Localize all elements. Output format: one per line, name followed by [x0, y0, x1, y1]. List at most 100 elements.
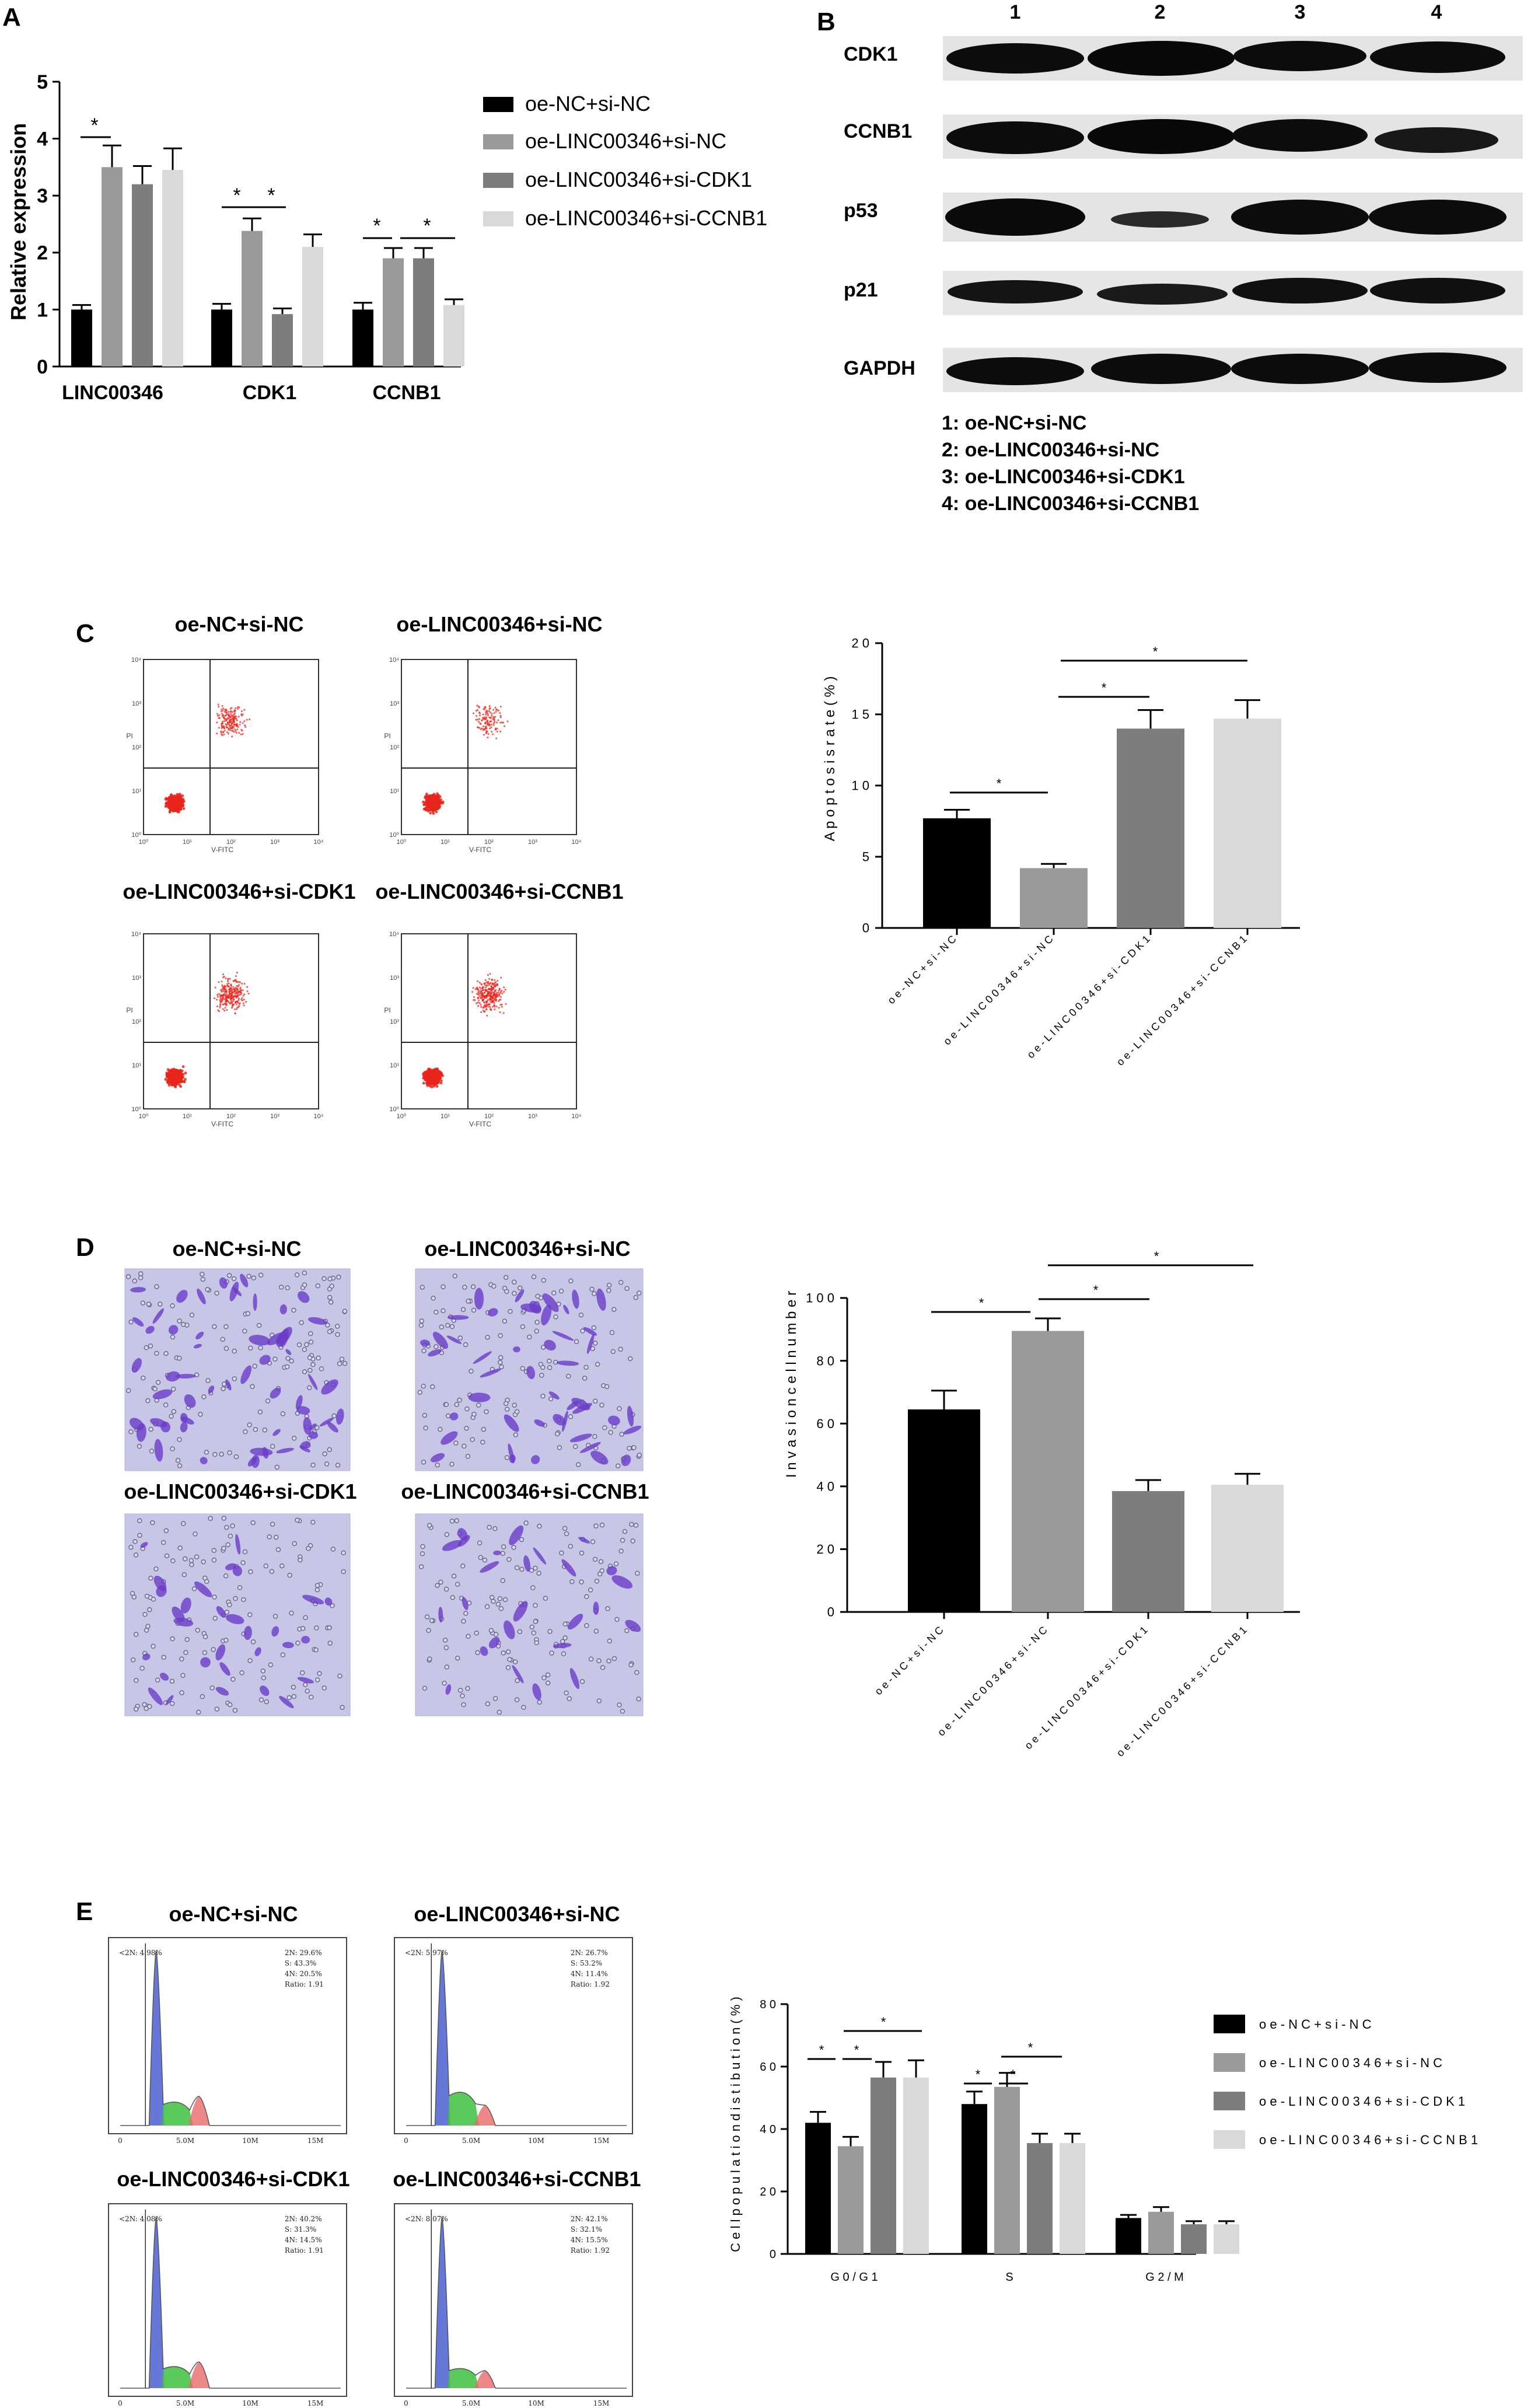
membrane-pore [480, 1439, 485, 1445]
hist-title-2: oe-LINC00346+si-NC [414, 1902, 620, 1926]
membrane-pore [444, 1532, 450, 1537]
membrane-pore [314, 1583, 320, 1588]
histogram-xtick-label: 5.0M [176, 2399, 194, 2407]
flow-event-dot [235, 993, 238, 995]
membrane-pore [196, 1709, 201, 1715]
membrane-pore [517, 1285, 523, 1291]
flow-event-dot [488, 724, 491, 727]
panel-e-star-5: * [1011, 2067, 1016, 2082]
flow-event-dot [236, 1006, 239, 1008]
membrane-pore [611, 1656, 617, 1662]
membrane-pore [328, 1299, 334, 1305]
flow-event-dot [232, 980, 235, 982]
membrane-pore [319, 1366, 324, 1371]
flow-event-dot [240, 990, 242, 992]
membrane-pore [257, 1409, 263, 1415]
membrane-pore [491, 1599, 496, 1604]
membrane-pore [132, 1278, 137, 1284]
membrane-pore [427, 1523, 432, 1528]
e-legend-swatch-4 [1214, 2130, 1245, 2149]
membrane-pore [514, 1697, 520, 1702]
histogram-xtick-label: 15M [307, 2137, 324, 2145]
panel-a-ytick-label: 5 [37, 71, 48, 93]
panel-e-bar [903, 2077, 929, 2254]
flow-event-dot [489, 1006, 491, 1008]
flow-event-dot [170, 798, 174, 802]
membrane-pore [502, 1318, 508, 1324]
flow-title-3: oe-LINC00346+si-CDK1 [123, 880, 355, 903]
membrane-pore [258, 1697, 264, 1702]
flow-event-dot [181, 1073, 185, 1076]
membrane-pore [474, 1630, 479, 1636]
histogram-xtick-label: 15M [593, 2399, 610, 2407]
transwell-image-3 [124, 1513, 351, 1716]
membrane-pore [287, 1572, 292, 1578]
membrane-pore [184, 1637, 190, 1642]
membrane-pore [629, 1521, 634, 1527]
membrane-pore [615, 1463, 621, 1468]
membrane-pore [128, 1319, 134, 1325]
flow-event-dot [236, 981, 239, 983]
panel-a-star-5: * [423, 215, 431, 237]
membrane-pore [593, 1341, 598, 1346]
flow-event-dot [230, 718, 233, 720]
flow-event-dot [473, 999, 475, 1001]
flow-event-dot [494, 727, 497, 730]
panel-a-bar [443, 305, 464, 367]
flow-event-dot [485, 1001, 488, 1004]
panel-a-bar [102, 167, 123, 367]
membrane-pore [635, 1571, 640, 1576]
membrane-pore [463, 1611, 469, 1616]
membrane-pore [251, 1275, 257, 1280]
membrane-pore [327, 1625, 332, 1631]
membrane-pore [212, 1324, 217, 1329]
flow-event-dot [215, 999, 218, 1001]
panel-d-bar [1211, 1485, 1284, 1612]
blot-key-1: 1: oe-NC+si-NC [942, 412, 1086, 434]
lane-label-4: 4 [1431, 1, 1442, 23]
flow-xtick-label: 10² [226, 1113, 236, 1120]
flow-event-dot [481, 720, 483, 722]
flow-event-dot [232, 713, 235, 716]
membrane-pore [566, 1373, 571, 1379]
membrane-pore [133, 1632, 139, 1637]
flow-event-dot [494, 979, 496, 981]
membrane-pore [514, 1565, 520, 1571]
flow-ytick-label: 10¹ [132, 1062, 141, 1069]
flow-event-dot [491, 996, 493, 999]
membrane-pore [147, 1607, 152, 1613]
membrane-pore [476, 1402, 481, 1408]
membrane-pore [620, 1537, 625, 1543]
membrane-pore [144, 1628, 149, 1633]
flow-event-dot [223, 730, 226, 732]
hist-title-3: oe-LINC00346+si-CDK1 [117, 2167, 349, 2191]
membrane-pore [454, 1518, 460, 1523]
flow-event-dot [230, 997, 233, 999]
blot-key-4: 4: oe-LINC00346+si-CCNB1 [942, 493, 1199, 515]
membrane-pore [457, 1397, 462, 1403]
membrane-pore [618, 1280, 624, 1285]
panel-a-bar [211, 309, 232, 367]
membrane-pore [469, 1369, 474, 1374]
flow-event-dot [237, 716, 240, 718]
membrane-pore [569, 1579, 575, 1585]
flow-event-dot [492, 716, 495, 718]
flow-event-dot [234, 728, 236, 731]
membrane-pore [250, 1639, 256, 1645]
membrane-pore [147, 1704, 152, 1709]
membrane-pore [592, 1291, 597, 1296]
flow-event-dot [226, 996, 229, 999]
membrane-pore [562, 1526, 568, 1531]
flow-event-dot [218, 717, 221, 719]
membrane-pore [169, 1414, 174, 1419]
membrane-pore [160, 1540, 166, 1545]
membrane-pore [272, 1614, 278, 1619]
transwell-image-2 [415, 1268, 644, 1471]
flow-event-dot [232, 715, 235, 717]
membrane-pore [637, 1453, 642, 1458]
membrane-pore [339, 1356, 345, 1362]
membrane-pore [305, 1688, 310, 1694]
flow-event-dot [243, 1004, 245, 1007]
flow-event-dot [491, 987, 493, 989]
flow-event-dot [485, 1003, 488, 1006]
